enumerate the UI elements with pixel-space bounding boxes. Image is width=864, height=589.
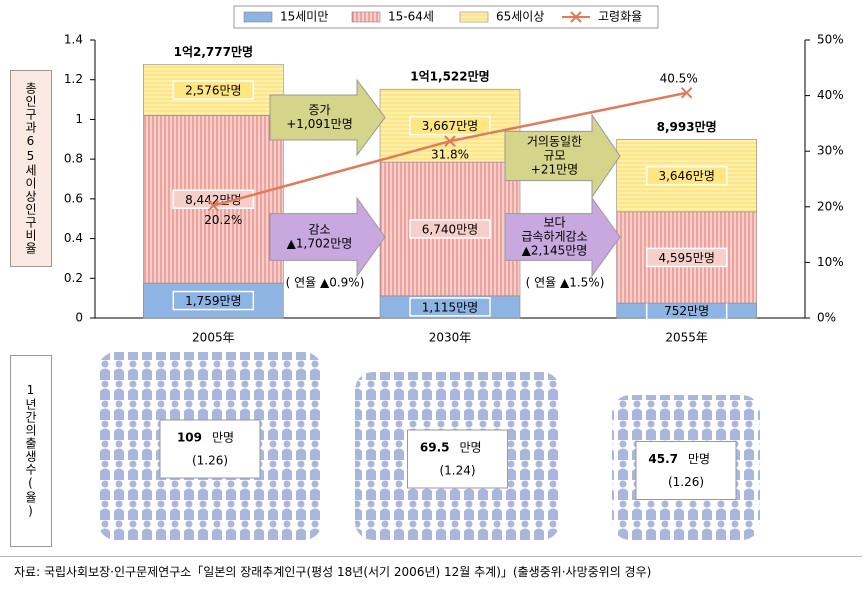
births-value: 69.5 — [420, 441, 450, 455]
annotation-text: 급속하게감소 — [521, 230, 587, 244]
value-label-box — [409, 219, 491, 239]
births-unit: 만명 — [460, 441, 482, 455]
value-label: 8,442만명 — [185, 193, 241, 207]
left-label-box: 총인구과65세이상인구비율 — [10, 70, 52, 267]
legend-label: 15세미만 — [280, 10, 328, 24]
line-value-label: 20.2% — [204, 213, 242, 227]
value-label: 3,667만명 — [422, 119, 478, 133]
y2-tick-label: 20% — [817, 199, 844, 213]
total-label: 1억2,777만명 — [174, 44, 253, 59]
chart: 15세미만 15-64세 65세이상 고령화율 109 만명 (1.26) 69.5 만명 (1… — [64, 5, 844, 540]
y-tick-label: 1.4 — [64, 33, 83, 47]
left-label-box: 1년간의출생수(율) — [10, 355, 52, 547]
annotation-note: ( 연율 ▲0.9%) — [286, 276, 365, 290]
line-value-label: 40.5% — [660, 71, 698, 85]
value-label-box — [409, 115, 491, 136]
value-label-box — [172, 189, 255, 210]
y-tick-label: 1 — [75, 112, 83, 126]
value-label-box — [645, 247, 728, 268]
value-label: 2,576만명 — [185, 83, 241, 97]
births-rate: (1.26) — [192, 454, 228, 468]
line-marker — [207, 199, 220, 212]
y-tick-label: 0.2 — [64, 271, 83, 285]
y-tick-label: 0 — [75, 311, 83, 325]
value-label-box — [409, 297, 491, 317]
births-box — [159, 419, 261, 479]
births-rate: (1.26) — [668, 475, 704, 489]
births-box — [635, 441, 737, 500]
annotation-text: 감소 — [308, 223, 330, 237]
total-label-box — [158, 42, 269, 61]
annotation-text: 거의동일한 — [527, 135, 582, 149]
y2-tick-label: 30% — [817, 144, 844, 158]
legend-label: 15-64세 — [388, 10, 434, 24]
births-box — [407, 429, 508, 489]
total-label-box — [631, 117, 742, 136]
annotation-arrow — [269, 196, 386, 278]
births-unit: 만명 — [212, 431, 234, 445]
y-tick-label: 1.2 — [64, 72, 83, 86]
annotation-text: ▲2,145만명 — [522, 244, 588, 258]
y2-tick-label: 0% — [817, 311, 836, 325]
y-tick-label: 0.6 — [64, 191, 83, 205]
total-label: 1억1,522만명 — [410, 69, 489, 84]
legend-label: 고령화율 — [598, 10, 642, 24]
legend-swatch — [243, 11, 273, 23]
births-rate: (1.24) — [439, 464, 475, 478]
annotation-text: +21만명 — [531, 163, 578, 177]
value-label: 1,759만명 — [185, 294, 241, 308]
annotation-text: 증가 — [308, 103, 330, 117]
y-tick-label: 0.8 — [64, 152, 83, 166]
line-marker — [444, 135, 456, 147]
y2-tick-label: 40% — [817, 88, 844, 102]
births-panel: 109 만명 (1.26) 69.5 만명 (1.24) 45.7 만명 (1.26) — [98, 352, 760, 540]
total-label-box — [395, 67, 505, 86]
left-label: 1년간의출생수(율) — [23, 383, 38, 519]
legend-label: 65세이상 — [496, 10, 544, 24]
value-label: 752만명 — [664, 304, 709, 318]
value-label: 6,740만명 — [422, 222, 478, 236]
x-tick-label: 2030年 — [429, 331, 472, 345]
legend-swatch — [562, 11, 590, 23]
value-label: 1,115만명 — [422, 300, 478, 314]
annotation-note: ( 연율 ▲1.5%) — [526, 276, 605, 290]
line-value-label: 31.8% — [431, 148, 469, 162]
annotation-text: +1,091만명 — [286, 117, 353, 131]
x-tick-label: 2055年 — [665, 331, 708, 345]
legend-box — [233, 5, 659, 29]
annotation-arrow — [504, 113, 621, 199]
value-label: 3,646만명 — [658, 169, 714, 183]
value-label: 4,595만명 — [658, 251, 714, 265]
value-label-box — [645, 165, 728, 186]
annotation-arrow — [269, 78, 386, 157]
y2-tick-label: 10% — [817, 255, 844, 269]
annotation-text: 규모 — [543, 149, 565, 163]
left-label: 총인구과65세이상인구비율 — [23, 82, 38, 255]
value-label-box — [172, 80, 255, 100]
x-tick-label: 2005年 — [192, 331, 235, 345]
births-unit: 만명 — [688, 452, 710, 466]
total-label: 8,993만명 — [657, 119, 717, 134]
annotation-arrow — [504, 196, 621, 278]
legend-swatch — [459, 11, 489, 23]
y2-tick-label: 50% — [817, 33, 844, 47]
value-label-box — [172, 290, 255, 311]
births-value: 45.7 — [648, 452, 678, 466]
y-tick-label: 0.4 — [64, 231, 83, 245]
births-value: 109 — [177, 431, 202, 445]
annotation-text: 보다 — [543, 216, 565, 230]
legend: 15세미만 15-64세 65세이상 고령화율 — [233, 5, 659, 29]
legend-swatch — [351, 11, 381, 23]
source-note: 자료: 국립사회보장·인구문제연구소「일본의 장래추계인구(평성 18년(서기 … — [0, 556, 862, 586]
annotation-text: ▲1,702만명 — [287, 237, 353, 251]
line-marker — [680, 87, 693, 99]
